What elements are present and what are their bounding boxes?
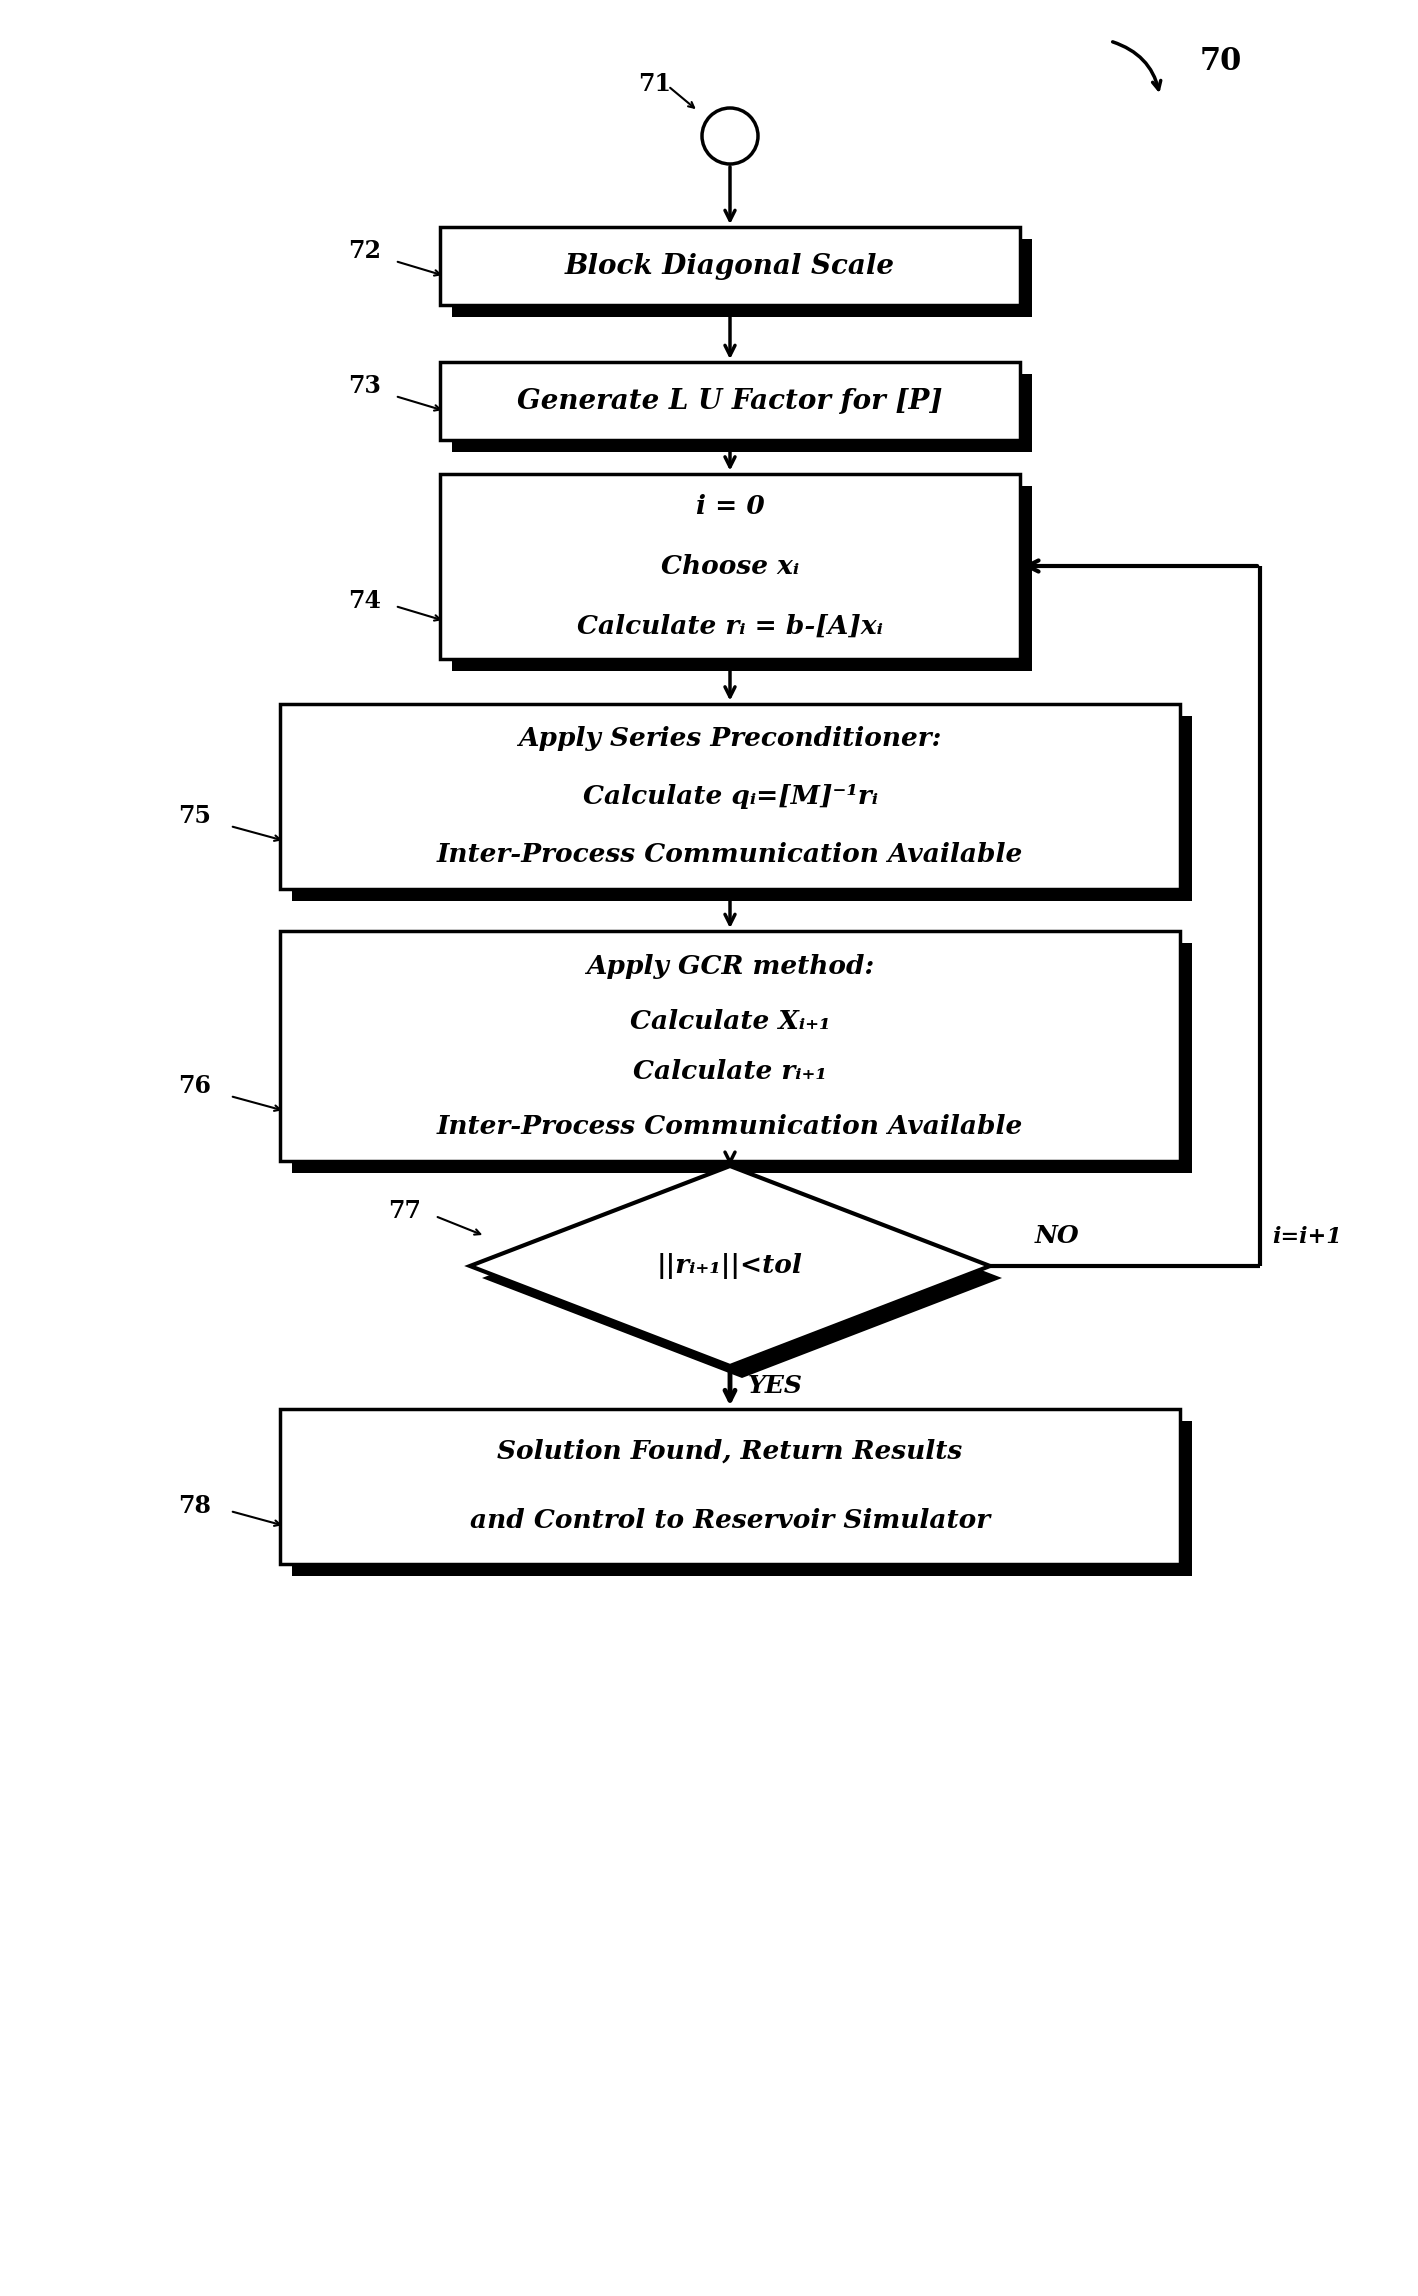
Text: Generate L U Factor for [P]: Generate L U Factor for [P]	[518, 388, 943, 416]
Text: 77: 77	[389, 1199, 421, 1224]
Text: Calculate rᵢ₊₁: Calculate rᵢ₊₁	[632, 1058, 827, 1084]
Text: 75: 75	[179, 804, 211, 829]
Text: 78: 78	[179, 1495, 211, 1518]
Text: Apply GCR method:: Apply GCR method:	[586, 953, 873, 978]
Polygon shape	[469, 1166, 990, 1366]
Text: Solution Found, Return Results: Solution Found, Return Results	[498, 1440, 963, 1463]
Text: ||rᵢ₊₁||<tol: ||rᵢ₊₁||<tol	[657, 1254, 803, 1279]
Text: 72: 72	[349, 239, 381, 264]
FancyBboxPatch shape	[279, 930, 1180, 1162]
FancyBboxPatch shape	[452, 484, 1032, 670]
Text: and Control to Reservoir Simulator: and Control to Reservoir Simulator	[469, 1508, 990, 1534]
FancyBboxPatch shape	[292, 716, 1193, 900]
Text: 73: 73	[349, 374, 381, 397]
Text: Choose xᵢ: Choose xᵢ	[661, 553, 800, 579]
FancyBboxPatch shape	[279, 1407, 1180, 1564]
Text: Apply Series Preconditioner:: Apply Series Preconditioner:	[519, 726, 942, 751]
Text: Block Diagonal Scale: Block Diagonal Scale	[564, 253, 895, 280]
Text: 74: 74	[349, 590, 381, 613]
Text: Calculate rᵢ = b-[A]xᵢ: Calculate rᵢ = b-[A]xᵢ	[577, 613, 883, 638]
Text: Calculate qᵢ=[M]⁻¹rᵢ: Calculate qᵢ=[M]⁻¹rᵢ	[583, 783, 878, 808]
Text: NO: NO	[1035, 1224, 1079, 1249]
Text: 70: 70	[1200, 46, 1242, 76]
Text: Inter-Process Communication Available: Inter-Process Communication Available	[437, 1114, 1024, 1139]
Polygon shape	[482, 1178, 1003, 1378]
Text: Calculate Xᵢ₊₁: Calculate Xᵢ₊₁	[630, 1008, 831, 1033]
Text: i = 0: i = 0	[696, 494, 764, 519]
FancyBboxPatch shape	[440, 227, 1020, 305]
FancyBboxPatch shape	[440, 363, 1020, 441]
FancyBboxPatch shape	[440, 473, 1020, 659]
Text: 76: 76	[179, 1075, 211, 1097]
FancyBboxPatch shape	[279, 703, 1180, 889]
FancyBboxPatch shape	[452, 374, 1032, 452]
Text: YES: YES	[749, 1373, 803, 1398]
FancyBboxPatch shape	[452, 239, 1032, 317]
Text: 71: 71	[638, 71, 672, 96]
FancyBboxPatch shape	[292, 944, 1193, 1173]
Text: Inter-Process Communication Available: Inter-Process Communication Available	[437, 843, 1024, 866]
FancyBboxPatch shape	[292, 1421, 1193, 1575]
Text: i=i+1: i=i+1	[1272, 1226, 1341, 1249]
